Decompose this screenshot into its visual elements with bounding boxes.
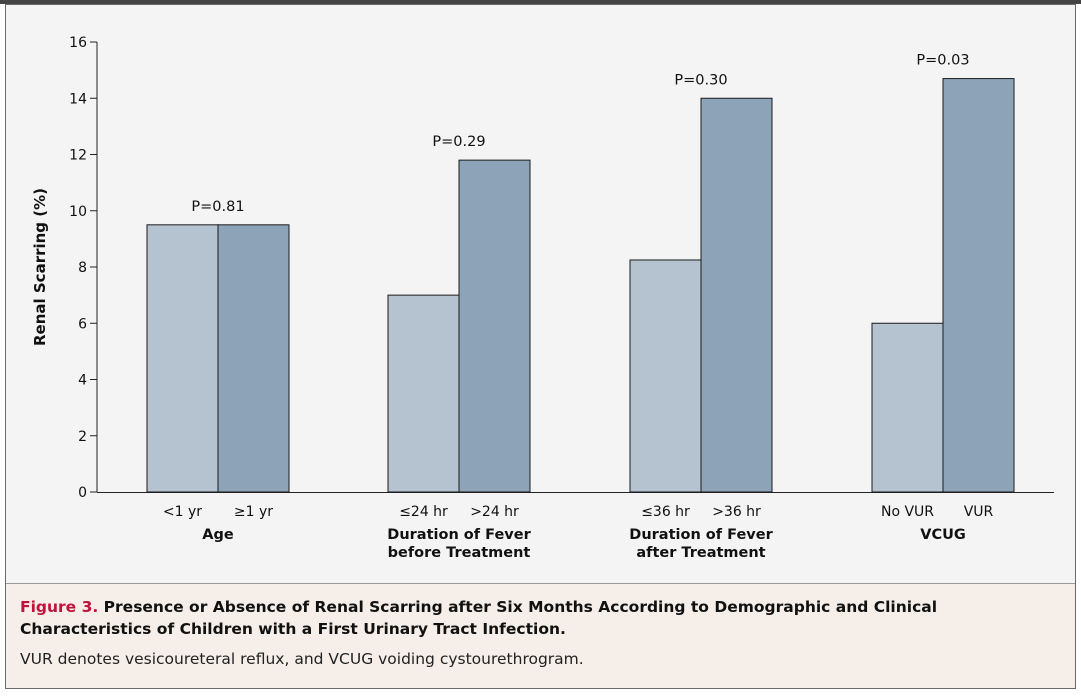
x-category-label: >24 hr [470, 504, 519, 520]
group-label: Duration of Fever [629, 527, 773, 543]
bar [217, 224, 290, 493]
p-value-label: P=0.29 [432, 134, 485, 150]
bar-chart: 0 2 4 6 8 10 12 14 16 Renal Scarring (%) <1 yr ≥1 y… [31, 35, 1054, 561]
caption-title: Figure 3. Presence or Absence of Renal S… [20, 596, 1065, 640]
y-axis-title: Renal Scarring (%) [31, 188, 49, 346]
y-tick-label: 4 [78, 373, 87, 389]
bar [387, 294, 460, 493]
y-tick-label: 6 [78, 316, 87, 332]
bar [871, 322, 944, 493]
y-tick-label: 14 [69, 91, 87, 107]
x-category-label: VUR [964, 504, 994, 520]
x-category-label: <1 yr [163, 504, 202, 520]
group-label: after Treatment [636, 545, 765, 561]
chart-area: 0 2 4 6 8 10 12 14 16 Renal Scarring (%) <1 yr ≥1 y… [6, 5, 1075, 583]
bar [146, 224, 219, 493]
x-category-label: ≥1 yr [234, 504, 273, 520]
x-category-label: No VUR [881, 504, 934, 520]
y-tick-label: 2 [78, 429, 87, 445]
figure-label: Figure 3. [20, 598, 99, 616]
group-label: before Treatment [388, 545, 531, 561]
y-tick-label: 8 [78, 260, 87, 276]
figure-caption: Figure 3. Presence or Absence of Renal S… [6, 583, 1075, 688]
x-category-label: ≤24 hr [399, 504, 448, 520]
bar [942, 78, 1015, 493]
caption-note: VUR denotes vesicoureteral reflux, and V… [20, 650, 584, 668]
group-label: Age [202, 527, 234, 543]
p-value-label: P=0.81 [191, 199, 244, 215]
caption-title-text: Presence or Absence of Renal Scarring af… [20, 598, 938, 638]
group-label: VCUG [920, 527, 966, 543]
x-category-label: >36 hr [712, 504, 761, 520]
figure-frame: 0 2 4 6 8 10 12 14 16 Renal Scarring (%) <1 yr ≥1 y… [5, 4, 1076, 689]
y-tick-label: 12 [69, 148, 87, 164]
x-category-label: ≤36 hr [641, 504, 690, 520]
y-tick-label: 0 [78, 485, 87, 501]
group-label: Duration of Fever [387, 527, 531, 543]
y-tick-label: 16 [69, 35, 87, 51]
bar [458, 159, 531, 493]
y-tick-label: 10 [69, 204, 87, 220]
bar [629, 259, 702, 493]
p-value-label: P=0.30 [674, 72, 727, 88]
bar [700, 97, 773, 493]
p-value-label: P=0.03 [916, 53, 969, 69]
top-rule [0, 0, 1081, 4]
